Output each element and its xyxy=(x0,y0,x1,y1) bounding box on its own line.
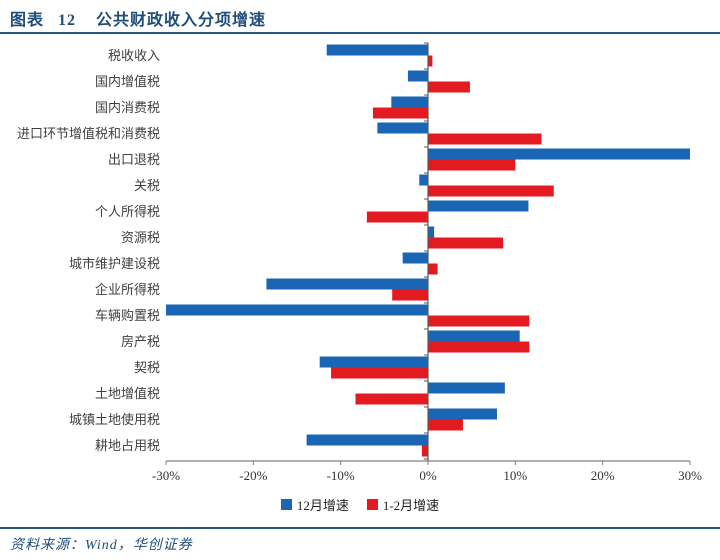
bar-dec-14 xyxy=(428,408,497,420)
bar-dec-9 xyxy=(266,278,428,290)
bar-janfeb-3 xyxy=(428,133,542,145)
bar-dec-2 xyxy=(391,96,428,108)
bar-janfeb-13 xyxy=(355,393,428,405)
x-tick-label-2: -10% xyxy=(327,468,355,483)
bar-dec-11 xyxy=(428,330,520,342)
category-label-2: 国内消费税 xyxy=(95,100,160,115)
legend-label-december: 12月增速 xyxy=(296,498,349,513)
category-label-11: 房产税 xyxy=(121,334,160,349)
bar-janfeb-12 xyxy=(331,367,428,379)
bar-dec-7 xyxy=(428,226,435,238)
category-label-4: 出口退税 xyxy=(108,152,160,167)
bar-janfeb-5 xyxy=(428,185,554,197)
header-divider xyxy=(0,32,720,34)
bar-dec-4 xyxy=(428,148,690,160)
category-label-12: 契税 xyxy=(134,360,160,375)
legend-swatch-blue xyxy=(280,499,292,510)
bar-dec-6 xyxy=(428,200,529,212)
bar-dec-10 xyxy=(166,304,428,316)
category-label-8: 城市维护建设税 xyxy=(69,256,160,271)
bar-janfeb-11 xyxy=(428,341,530,353)
category-label-3: 进口环节增值税和消费税 xyxy=(17,126,160,141)
bar-janfeb-0 xyxy=(428,55,433,67)
bar-dec-0 xyxy=(326,44,428,56)
legend-item-janfeb: 1-2月增速 xyxy=(366,495,440,514)
bar-janfeb-15 xyxy=(421,445,428,457)
figure-number: 12 xyxy=(58,12,77,29)
bar-dec-3 xyxy=(377,122,428,134)
bar-janfeb-10 xyxy=(428,315,530,327)
bar-janfeb-14 xyxy=(428,419,463,431)
category-label-5: 关税 xyxy=(134,178,160,193)
category-label-10: 车辆购置税 xyxy=(95,308,160,323)
bar-dec-15 xyxy=(306,434,428,446)
chart-legend: 12月增速 1-2月增速 xyxy=(0,495,720,514)
footer-divider xyxy=(0,527,720,529)
x-tick-label-3: 0% xyxy=(419,468,437,483)
x-tick-label-6: 30% xyxy=(678,468,702,483)
bar-dec-8 xyxy=(402,252,428,264)
legend-label-janfeb: 1-2月增速 xyxy=(382,498,440,513)
bar-dec-12 xyxy=(319,356,428,368)
bar-dec-1 xyxy=(407,70,428,82)
category-label-13: 土地增值税 xyxy=(95,386,160,401)
x-tick-label-0: -30% xyxy=(152,468,180,483)
category-label-1: 国内增值税 xyxy=(95,74,160,89)
category-label-14: 城镇土地使用税 xyxy=(69,412,160,427)
bar-janfeb-4 xyxy=(428,159,516,171)
legend-item-december: 12月增速 xyxy=(280,495,349,514)
bar-janfeb-6 xyxy=(366,211,428,223)
figure-tag: 图表 xyxy=(10,12,45,29)
category-label-7: 资源税 xyxy=(121,230,160,245)
bar-chart: 税收收入国内增值税国内消费税进口环节增值税和消费税出口退税关税个人所得税资源税城… xyxy=(17,42,702,483)
x-tick-label-5: 20% xyxy=(591,468,615,483)
bar-janfeb-8 xyxy=(428,263,438,275)
bar-dec-13 xyxy=(428,382,505,394)
x-tick-label-4: 10% xyxy=(503,468,527,483)
bar-janfeb-1 xyxy=(428,81,470,93)
x-tick-label-1: -20% xyxy=(239,468,267,483)
category-label-15: 耕地占用税 xyxy=(95,438,160,453)
bar-janfeb-2 xyxy=(372,107,428,119)
category-label-0: 税收收入 xyxy=(108,48,160,63)
category-label-6: 个人所得税 xyxy=(95,204,160,219)
source-note: 资料来源：Wind，华创证券 xyxy=(10,538,193,553)
legend-swatch-red xyxy=(366,499,378,510)
chart-title: 图表 12 公共财政收入分项增速 xyxy=(10,6,266,30)
category-label-9: 企业所得税 xyxy=(95,282,160,297)
bar-janfeb-9 xyxy=(392,289,428,301)
figure-title-text: 公共财政收入分项增速 xyxy=(96,12,267,29)
bar-janfeb-7 xyxy=(428,237,504,249)
bar-dec-5 xyxy=(419,174,428,186)
